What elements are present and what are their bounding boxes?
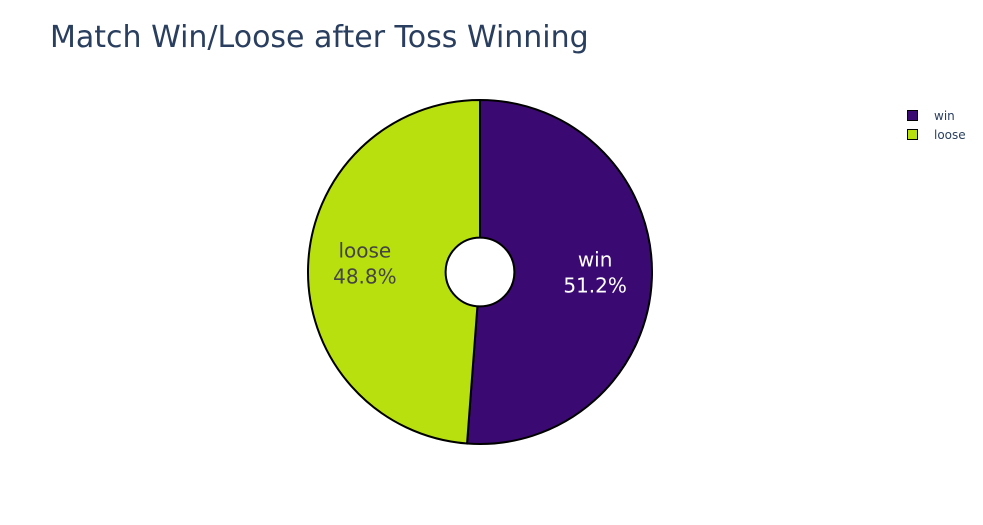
- chart-title: Match Win/Loose after Toss Winning: [50, 20, 589, 55]
- pie-slice-loose[interactable]: [307, 98, 481, 445]
- legend-swatch-loose: [907, 129, 918, 140]
- legend-item-loose[interactable]: loose: [907, 125, 966, 144]
- pie-slice-win[interactable]: [465, 98, 654, 445]
- slice-percent-win: 51.2%: [563, 273, 627, 297]
- legend-label-loose: loose: [934, 127, 966, 142]
- donut-hole: [444, 236, 516, 308]
- legend-item-win[interactable]: win: [907, 106, 966, 125]
- legend-swatch-win: [907, 110, 918, 121]
- legend-label-win: win: [934, 108, 955, 123]
- slice-label-win: win: [578, 247, 613, 271]
- slice-percent-loose: 48.8%: [333, 265, 397, 289]
- slice-label-loose: loose: [338, 239, 391, 263]
- legend: win loose: [907, 106, 966, 144]
